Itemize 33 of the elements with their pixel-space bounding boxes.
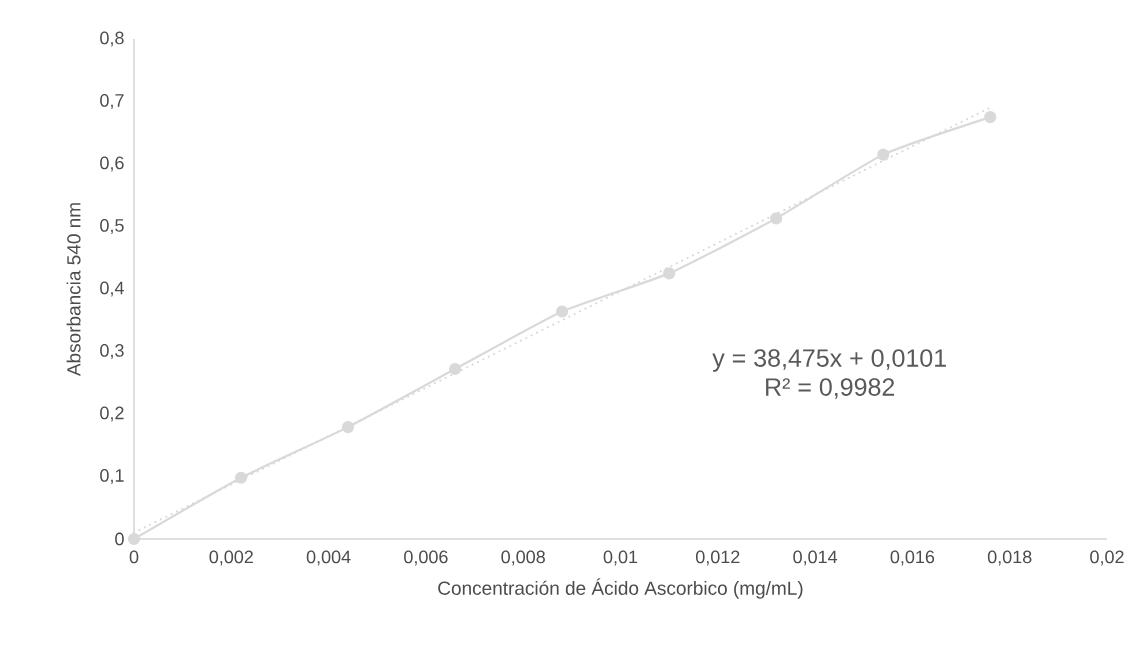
x-tick-label: 0,004 [306,550,351,566]
x-tick-label: 0,006 [404,550,448,566]
point [341,421,355,434]
annotation: R² = 0,9982 [766,378,895,399]
x-tick-label: 0 [129,550,139,564]
y-tick-label: 0,4 [100,281,124,297]
y-tick-label: 0,5 [100,219,124,234]
x-tick-label: 0,002 [209,550,253,566]
y-tick-label: 0,7 [100,94,124,109]
y-tick-label: 0,1 [100,469,124,484]
point [556,305,569,318]
point [127,532,141,546]
point [984,111,997,124]
y-tick-label: 0,6 [100,156,124,172]
y-tick-label: 0,8 [100,31,124,47]
y-axis-title: Absorbancia 540 nm [66,203,81,377]
x-tick-label: 0,012 [695,550,740,566]
point [234,471,248,484]
x-tick-label: 0,01 [603,550,638,566]
annotation: y = 38,475x + 0,0101 [712,349,946,372]
point [449,362,462,376]
y-tick-label: 0,3 [100,344,124,359]
point [877,148,890,161]
y-tick-label: 0 [115,532,124,546]
x-tick-label: 0,02 [1090,550,1124,566]
x-tick-label: 0,018 [987,550,1032,566]
y-tick-label: 0,2 [100,406,124,422]
x-tick-label: 0,014 [793,550,838,566]
x-tick-label: 0,016 [890,550,935,566]
point [770,212,783,225]
point [663,267,676,280]
x-tick-label: 0,008 [501,550,545,566]
x-axis-title: Concentración de Ácido Ascorbico (mg/mL) [438,578,803,599]
